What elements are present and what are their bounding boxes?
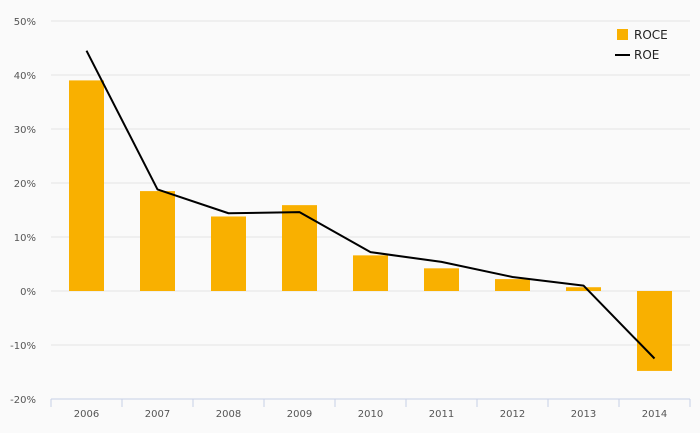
x-tick-label: 2013 [571, 409, 596, 420]
y-tick-label: 20% [14, 179, 36, 190]
roce-bar-2010 [353, 255, 388, 291]
roce-bar-2012 [495, 279, 530, 291]
roce-bar-2006 [69, 80, 104, 292]
x-tick-label: 2011 [429, 409, 454, 420]
x-tick-label: 2006 [74, 409, 99, 420]
y-tick-label: -10% [10, 341, 36, 352]
y-tick-label: 40% [14, 71, 36, 82]
roce-bars [69, 80, 672, 371]
x-tick-label: 2008 [216, 409, 241, 420]
x-tick-label: 2010 [358, 409, 383, 420]
y-tick-label: 50% [14, 17, 36, 28]
roce-bar-2013 [566, 287, 601, 291]
y-tick-label: 10% [14, 233, 36, 244]
y-tick-label: 0% [20, 287, 36, 298]
roe-line [85, 50, 656, 360]
x-tick-label: 2012 [500, 409, 525, 420]
legend: ROCE ROE [615, 28, 668, 62]
legend-swatch-roce [617, 29, 628, 40]
roe-line-series [85, 50, 656, 360]
legend-label-roe: ROE [634, 48, 659, 62]
x-tick-label: 2014 [642, 409, 667, 420]
y-axis-tick-labels: 50% 40% 30% 20% 10% 0% -10% -20% [10, 17, 36, 406]
roce-bar-2007 [140, 191, 175, 291]
legend-label-roce: ROCE [634, 28, 668, 42]
roce-bar-2008 [211, 216, 246, 291]
y-tick-label: -20% [10, 395, 36, 406]
x-tick-label: 2007 [145, 409, 170, 420]
roce-bar-2014 [637, 291, 672, 371]
x-tick-label: 2009 [287, 409, 312, 420]
y-tick-label: 30% [14, 125, 36, 136]
x-axis: 2006 2007 2008 2009 2010 2011 2012 2013 2014 [50, 398, 691, 420]
roce-bar-2011 [424, 268, 459, 291]
